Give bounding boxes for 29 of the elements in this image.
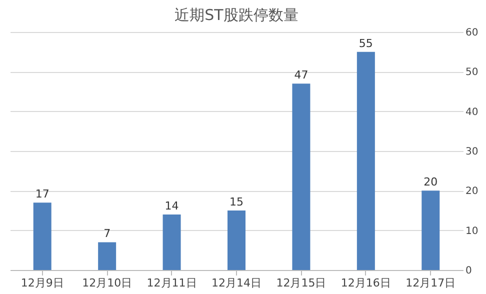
y-tick-label: 20	[466, 186, 478, 198]
y-tick-label: 50	[466, 67, 478, 78]
data-label: 55	[358, 36, 373, 50]
data-label: 47	[294, 68, 308, 82]
x-tick-label: 12月15日	[276, 276, 326, 290]
y-tick-label: 60	[466, 28, 478, 38]
y-tick-label: 10	[466, 226, 478, 237]
x-tick-label: 12月17日	[406, 276, 456, 290]
bar	[98, 242, 116, 270]
data-label: 7	[104, 227, 111, 240]
chart-title: 近期ST股跌停数量	[174, 6, 298, 24]
y-tick-label: 40	[466, 106, 478, 118]
bar	[33, 202, 52, 270]
bar	[292, 84, 310, 270]
y-tick-label: 0	[466, 266, 472, 276]
bar	[422, 190, 440, 270]
x-tick-label: 12月14日	[212, 276, 262, 290]
bar	[356, 52, 375, 270]
data-label: 20	[424, 176, 438, 189]
data-label: 15	[230, 196, 244, 208]
x-tick-label: 12月11日	[146, 276, 197, 290]
bar	[162, 214, 181, 270]
bar	[228, 210, 246, 270]
y-tick-label: 30	[466, 146, 478, 158]
x-tick-label: 12月9日	[20, 276, 64, 290]
data-label: 14	[164, 199, 179, 212]
x-tick-label: 12月16日	[340, 276, 391, 290]
data-label: 17	[35, 188, 50, 201]
x-tick-label: 12月10日	[82, 276, 132, 290]
